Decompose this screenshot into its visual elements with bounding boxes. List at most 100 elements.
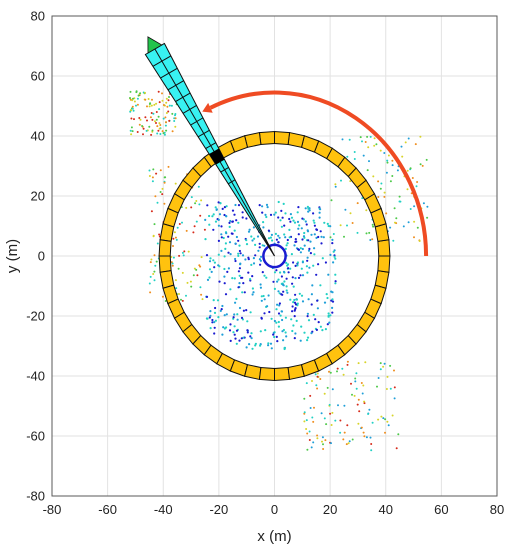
cloud-point <box>163 202 166 205</box>
cloud-point <box>346 224 348 227</box>
cloud-point <box>363 400 366 403</box>
cloud-point <box>326 296 329 300</box>
cloud-point <box>291 310 294 313</box>
cloud-point <box>296 264 299 267</box>
cloud-point <box>148 169 151 172</box>
cloud-point <box>392 239 395 242</box>
cloud-point <box>264 329 267 332</box>
cloud-point <box>387 154 390 157</box>
cloud-point <box>245 346 248 349</box>
cloud-point <box>356 231 359 234</box>
cloud-point <box>382 417 385 420</box>
cloud-point <box>154 195 157 198</box>
cloud-point <box>353 158 356 160</box>
cloud-point <box>363 435 366 438</box>
cloud-point <box>325 293 328 296</box>
cloud-point <box>301 261 304 264</box>
cloud-point <box>237 204 241 207</box>
cloud-point <box>167 165 170 168</box>
cloud-point <box>358 410 361 413</box>
cloud-point <box>283 346 286 350</box>
cloud-point <box>292 324 295 327</box>
cloud-point <box>239 252 242 255</box>
cloud-point <box>327 273 330 276</box>
cloud-point <box>129 129 132 132</box>
cloud-point <box>349 212 352 215</box>
cloud-point <box>296 261 299 264</box>
cloud-point <box>157 90 160 93</box>
cloud-point <box>277 320 280 324</box>
cloud-point <box>386 159 389 162</box>
cloud-point <box>416 181 419 183</box>
cloud-point <box>365 232 368 235</box>
cloud-point <box>414 143 417 146</box>
cloud-point <box>276 303 279 306</box>
cloud-point <box>399 200 402 203</box>
cloud-point <box>276 340 279 343</box>
cloud-point <box>164 300 167 302</box>
cloud-point <box>334 273 337 276</box>
cloud-point <box>166 105 169 108</box>
cloud-point <box>291 329 294 333</box>
y-tick-label: 0 <box>38 249 45 264</box>
cloud-point <box>293 221 297 224</box>
cloud-point <box>198 264 201 267</box>
cloud-point <box>307 210 310 213</box>
cloud-point <box>281 216 284 219</box>
cloud-point <box>147 98 150 100</box>
cloud-point <box>260 317 263 320</box>
cloud-point <box>174 117 177 120</box>
cloud-point <box>321 329 324 332</box>
cloud-point <box>290 253 293 256</box>
cloud-point <box>176 226 179 229</box>
cloud-point <box>308 209 311 212</box>
cloud-point <box>281 318 284 322</box>
cloud-point <box>136 131 139 133</box>
cloud-point <box>217 218 220 221</box>
cloud-point <box>245 239 248 242</box>
cloud-point <box>206 204 209 207</box>
cloud-point <box>232 316 235 319</box>
cloud-point <box>393 397 396 400</box>
cloud-point <box>297 276 301 279</box>
cloud-point <box>223 213 226 217</box>
cloud-point <box>282 290 285 293</box>
cloud-point <box>135 91 138 94</box>
cloud-point <box>259 263 262 266</box>
cloud-point <box>305 223 308 226</box>
cloud-point <box>345 443 348 446</box>
cloud-point <box>153 279 156 282</box>
cloud-point <box>224 293 228 296</box>
cloud-point <box>339 224 342 227</box>
cloud-point <box>418 240 421 242</box>
cloud-point <box>172 237 175 240</box>
cloud-point <box>289 267 292 270</box>
cloud-point <box>246 329 249 332</box>
cloud-point <box>165 101 168 104</box>
cloud-point <box>273 287 276 290</box>
cloud-point <box>251 287 254 290</box>
cloud-point <box>327 224 330 228</box>
cloud-point <box>319 378 322 380</box>
cloud-point <box>324 439 327 442</box>
cloud-point <box>294 277 297 280</box>
cloud-point <box>229 323 232 326</box>
y-tick-label: -20 <box>26 309 45 324</box>
cloud-point <box>319 284 322 287</box>
cloud-point <box>306 229 309 232</box>
cloud-point <box>275 321 278 324</box>
cloud-point <box>180 298 182 301</box>
cloud-point <box>393 386 396 389</box>
cloud-point <box>131 107 134 110</box>
cloud-point <box>329 371 332 374</box>
cloud-point <box>142 127 145 130</box>
cloud-point <box>393 369 395 372</box>
cloud-point <box>303 412 306 415</box>
cloud-point <box>296 211 299 214</box>
cloud-point <box>252 257 255 260</box>
cloud-point <box>259 330 262 333</box>
cloud-point <box>222 236 225 240</box>
cloud-point <box>306 339 309 342</box>
cloud-point <box>375 143 378 146</box>
